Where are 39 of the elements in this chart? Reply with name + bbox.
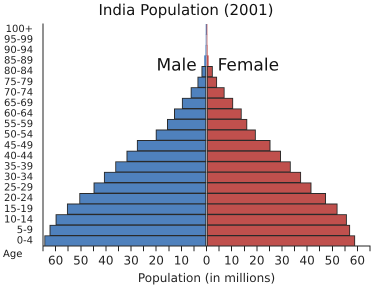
x-tick-label: 60 xyxy=(48,254,64,268)
y-tick-label: 55-59 xyxy=(4,119,34,130)
x-tick-label: 10 xyxy=(224,254,240,268)
x-tick-label: 20 xyxy=(148,254,164,268)
x-tick-label: 40 xyxy=(98,254,114,268)
y-tick-label: 5-9 xyxy=(16,224,34,236)
y-tick-label: 15-19 xyxy=(4,204,34,215)
x-tick-label: 50 xyxy=(73,254,88,268)
x-tick-label: 50 xyxy=(324,254,340,268)
y-tick-label: 65-69 xyxy=(4,98,34,109)
y-tick-label: 90-94 xyxy=(4,45,34,56)
y-tick-label: 80-84 xyxy=(4,66,34,78)
y-tick-label: 20-24 xyxy=(4,193,34,204)
y-tick-label: 50-54 xyxy=(4,130,34,141)
series-label: Female xyxy=(218,56,280,76)
y-tick-label: 0-4 xyxy=(16,236,34,247)
x-tick-label: 40 xyxy=(299,254,315,268)
y-tick-label: 100+ xyxy=(6,24,34,35)
y-tick-label: 25-29 xyxy=(4,182,34,194)
x-tick-label: 60 xyxy=(350,254,366,268)
y-tick-label: 70-74 xyxy=(4,87,34,98)
x-axis-title: Population (in millions) xyxy=(138,270,276,285)
y-tick-label: 30-34 xyxy=(4,172,34,184)
y-tick-label: 60-64 xyxy=(4,108,34,120)
y-tick-label: 95-99 xyxy=(4,34,34,46)
series-label: Male xyxy=(156,56,197,76)
y-tick-label: 85-89 xyxy=(4,56,34,67)
x-tick-label: 0 xyxy=(202,254,210,268)
y-tick-label: 75-79 xyxy=(4,76,34,88)
y-axis-title: Age xyxy=(3,248,22,260)
y-tick-label: 45-49 xyxy=(4,140,34,152)
x-tick-label: 30 xyxy=(274,254,290,268)
x-tick-label: 30 xyxy=(123,254,139,268)
chart-title: India Population (2001) xyxy=(98,0,274,19)
y-tick-label: 40-44 xyxy=(4,150,34,162)
y-tick-label: 35-39 xyxy=(4,161,34,172)
y-tick-label: 10-14 xyxy=(4,214,34,226)
x-tick-label: 20 xyxy=(249,254,264,268)
x-tick-label: 10 xyxy=(174,254,190,268)
